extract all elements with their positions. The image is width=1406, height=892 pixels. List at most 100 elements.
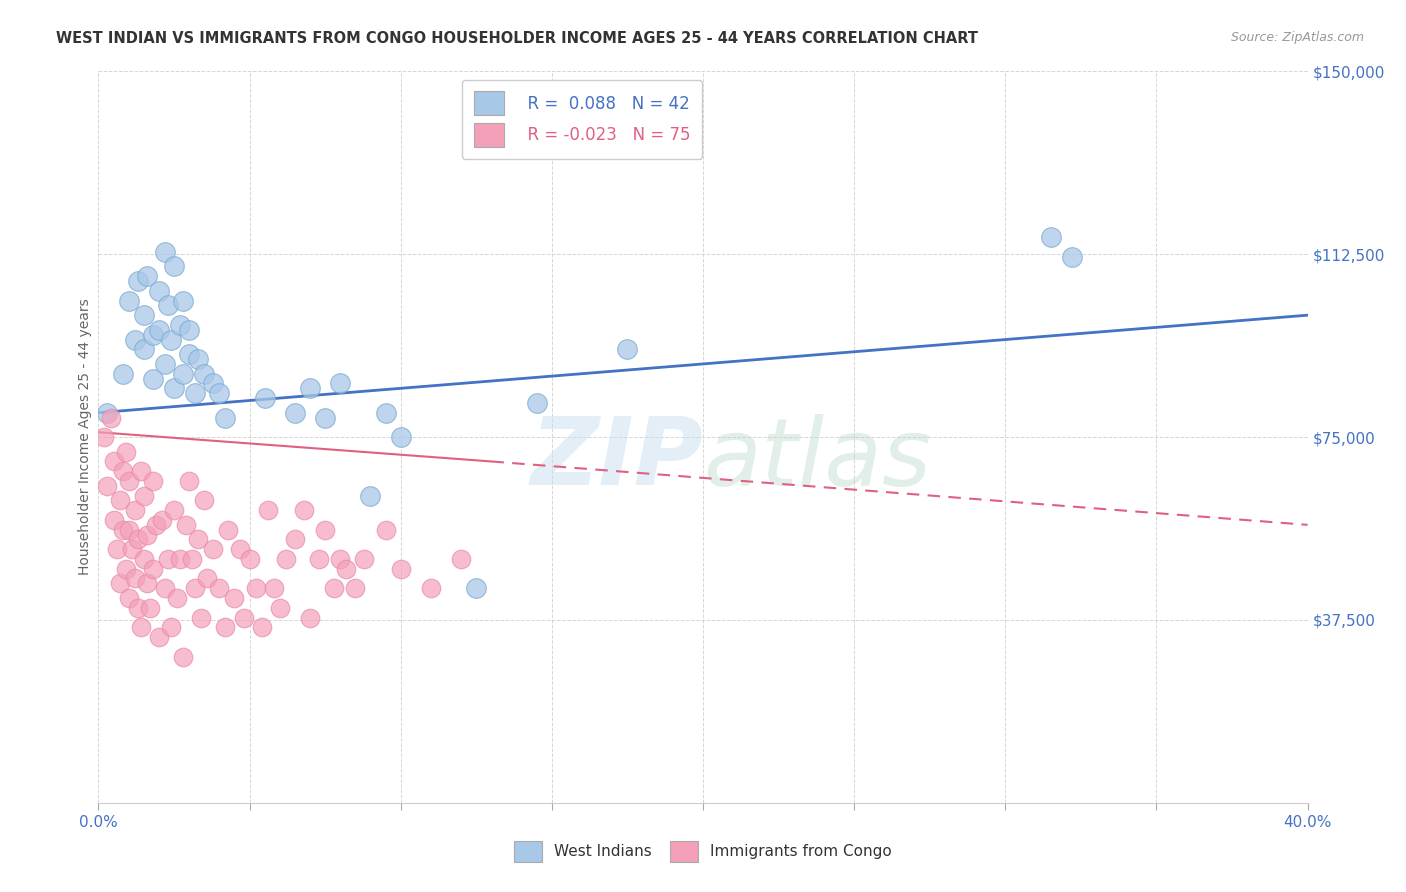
Point <box>450 552 472 566</box>
Point <box>127 533 149 547</box>
Point <box>108 493 131 508</box>
Point <box>124 333 146 347</box>
Point <box>166 591 188 605</box>
Point <box>526 396 548 410</box>
Point <box>111 367 134 381</box>
Point <box>245 581 267 595</box>
Point <box>179 347 201 361</box>
Point <box>208 581 231 595</box>
Point <box>127 600 149 615</box>
Point <box>187 533 209 547</box>
Point <box>187 352 209 367</box>
Point <box>103 513 125 527</box>
Point <box>184 581 207 595</box>
Point <box>256 503 278 517</box>
Point <box>163 260 186 274</box>
Point <box>374 523 396 537</box>
Point <box>121 542 143 557</box>
Point <box>93 430 115 444</box>
Point <box>232 610 254 624</box>
Point <box>299 381 322 395</box>
Point <box>172 293 194 308</box>
Point <box>1039 230 1062 244</box>
Point <box>111 523 134 537</box>
Point <box>193 367 215 381</box>
Point <box>193 493 215 508</box>
Point <box>139 600 162 615</box>
Point <box>269 600 291 615</box>
Text: WEST INDIAN VS IMMIGRANTS FROM CONGO HOUSEHOLDER INCOME AGES 25 - 44 YEARS CORRE: WEST INDIAN VS IMMIGRANTS FROM CONGO HOU… <box>56 31 979 46</box>
Point <box>250 620 273 634</box>
Point <box>132 489 155 503</box>
Point <box>103 454 125 468</box>
Text: ZIP: ZIP <box>530 413 703 505</box>
Point <box>353 552 375 566</box>
Point <box>208 386 231 401</box>
Point <box>229 542 252 557</box>
Point <box>202 542 225 557</box>
Point <box>202 376 225 391</box>
Legend: West Indians, Immigrants from Congo: West Indians, Immigrants from Congo <box>508 834 898 868</box>
Point <box>263 581 285 595</box>
Point <box>96 479 118 493</box>
Point <box>108 576 131 591</box>
Point <box>374 406 396 420</box>
Point <box>329 376 352 391</box>
Point <box>181 552 204 566</box>
Point <box>132 308 155 322</box>
Point <box>118 474 141 488</box>
Point <box>135 576 157 591</box>
Point <box>360 489 382 503</box>
Point <box>153 244 176 259</box>
Point <box>174 517 197 532</box>
Y-axis label: Householder Income Ages 25 - 44 years: Householder Income Ages 25 - 44 years <box>77 299 91 575</box>
Point <box>156 298 179 312</box>
Point <box>153 581 176 595</box>
Point <box>172 649 194 664</box>
Point <box>145 517 167 532</box>
Point <box>153 357 176 371</box>
Point <box>160 620 183 634</box>
Point <box>465 581 488 595</box>
Point <box>142 327 165 342</box>
Point <box>163 381 186 395</box>
Point <box>100 410 122 425</box>
Point <box>284 533 307 547</box>
Point <box>172 367 194 381</box>
Point <box>132 343 155 357</box>
Point <box>127 274 149 288</box>
Point <box>284 406 307 420</box>
Point <box>148 630 170 644</box>
Point <box>184 386 207 401</box>
Point <box>389 562 412 576</box>
Point <box>217 523 239 537</box>
Point <box>135 269 157 284</box>
Point <box>129 464 152 478</box>
Point <box>274 552 297 566</box>
Point <box>150 513 173 527</box>
Text: Source: ZipAtlas.com: Source: ZipAtlas.com <box>1230 31 1364 45</box>
Point <box>253 391 276 405</box>
Point <box>179 323 201 337</box>
Point <box>169 552 191 566</box>
Point <box>292 503 315 517</box>
Point <box>190 610 212 624</box>
Point <box>169 318 191 332</box>
Point <box>114 562 136 576</box>
Point <box>214 620 236 634</box>
Point <box>224 591 246 605</box>
Point <box>160 333 183 347</box>
Point <box>335 562 357 576</box>
Point <box>96 406 118 420</box>
Point <box>142 474 165 488</box>
Point <box>132 552 155 566</box>
Point <box>195 572 218 586</box>
Point <box>1060 250 1083 264</box>
Point <box>105 542 128 557</box>
Point <box>118 293 141 308</box>
Point <box>616 343 638 357</box>
Point <box>344 581 367 595</box>
Point <box>179 474 201 488</box>
Point <box>142 371 165 385</box>
Point <box>129 620 152 634</box>
